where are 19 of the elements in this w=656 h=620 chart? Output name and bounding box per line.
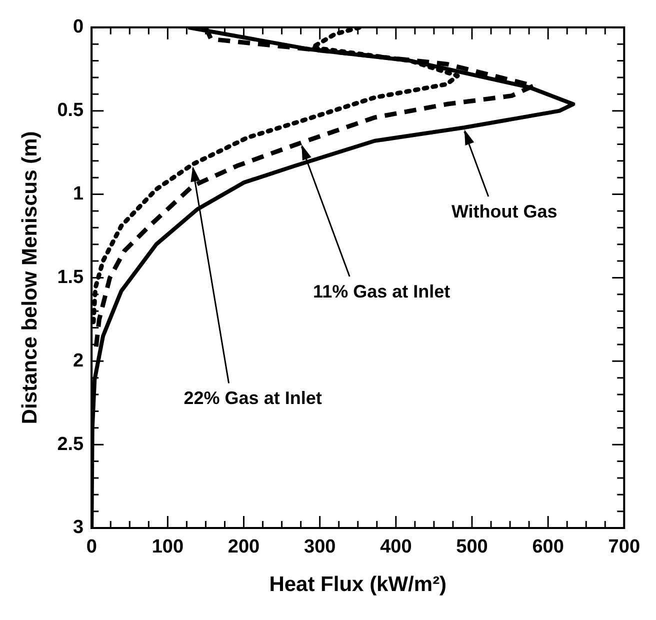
x-tick-label: 500 bbox=[456, 536, 488, 558]
x-tick-label: 400 bbox=[380, 536, 412, 558]
x-axis-title: Heat Flux (kW/m²) bbox=[269, 573, 447, 596]
x-tick-label: 700 bbox=[608, 536, 640, 558]
y-tick-label: 2 bbox=[73, 350, 84, 372]
y-tick-label: 0.5 bbox=[57, 100, 84, 122]
y-tick-label: 2.5 bbox=[57, 434, 84, 455]
annotation: Without Gas bbox=[451, 201, 558, 222]
y-tick-label: 0 bbox=[73, 16, 84, 38]
x-tick-label: 100 bbox=[152, 536, 184, 558]
x-tick-label: 600 bbox=[532, 536, 564, 558]
annotation: 11% Gas at Inlet bbox=[313, 282, 450, 302]
y-tick-label: 1 bbox=[73, 184, 84, 204]
y-axis-title: Distance below Meniscus (m) bbox=[18, 131, 42, 424]
x-tick-label: 200 bbox=[228, 536, 260, 558]
x-tick-label: 300 bbox=[304, 536, 336, 558]
y-tick-label: 1.5 bbox=[57, 266, 84, 288]
annotation: 22% Gas at Inlet bbox=[184, 388, 322, 408]
y-tick-label: 3 bbox=[73, 517, 84, 538]
